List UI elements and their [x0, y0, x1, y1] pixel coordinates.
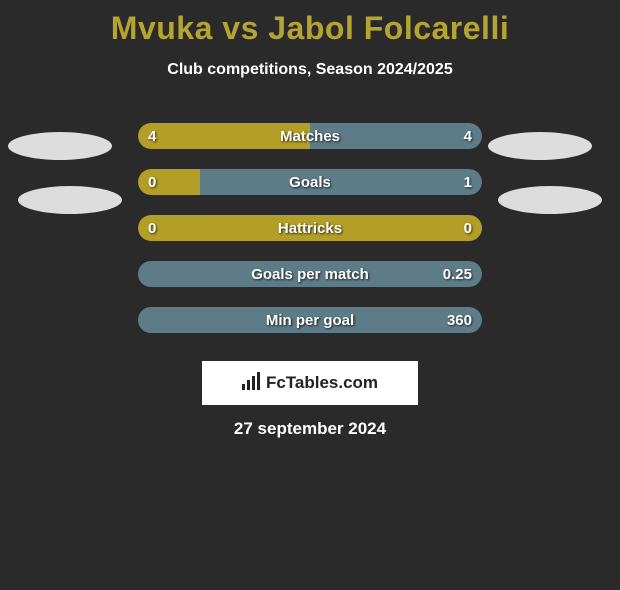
decorative-ellipse [498, 186, 602, 214]
value-left [148, 297, 208, 343]
decorative-ellipse [8, 132, 112, 160]
date-label: 27 september 2024 [0, 419, 620, 439]
value-right: 0 [412, 205, 472, 251]
logo-text: FcTables.com [266, 373, 378, 393]
value-right: 0.25 [412, 251, 472, 297]
value-left [148, 251, 208, 297]
decorative-ellipse [488, 132, 592, 160]
metric-row: 360Min per goal [0, 297, 620, 343]
value-left: 4 [148, 113, 208, 159]
value-left: 0 [148, 205, 208, 251]
page-subtitle: Club competitions, Season 2024/2025 [0, 61, 620, 79]
chart-icon [242, 372, 262, 395]
value-right: 1 [412, 159, 472, 205]
value-left: 0 [148, 159, 208, 205]
decorative-ellipse [18, 186, 122, 214]
metric-row: 0.25Goals per match [0, 251, 620, 297]
page-title: Mvuka vs Jabol Folcarelli [0, 10, 620, 47]
value-right: 360 [412, 297, 472, 343]
value-right: 4 [412, 113, 472, 159]
site-logo[interactable]: FcTables.com [202, 361, 418, 405]
